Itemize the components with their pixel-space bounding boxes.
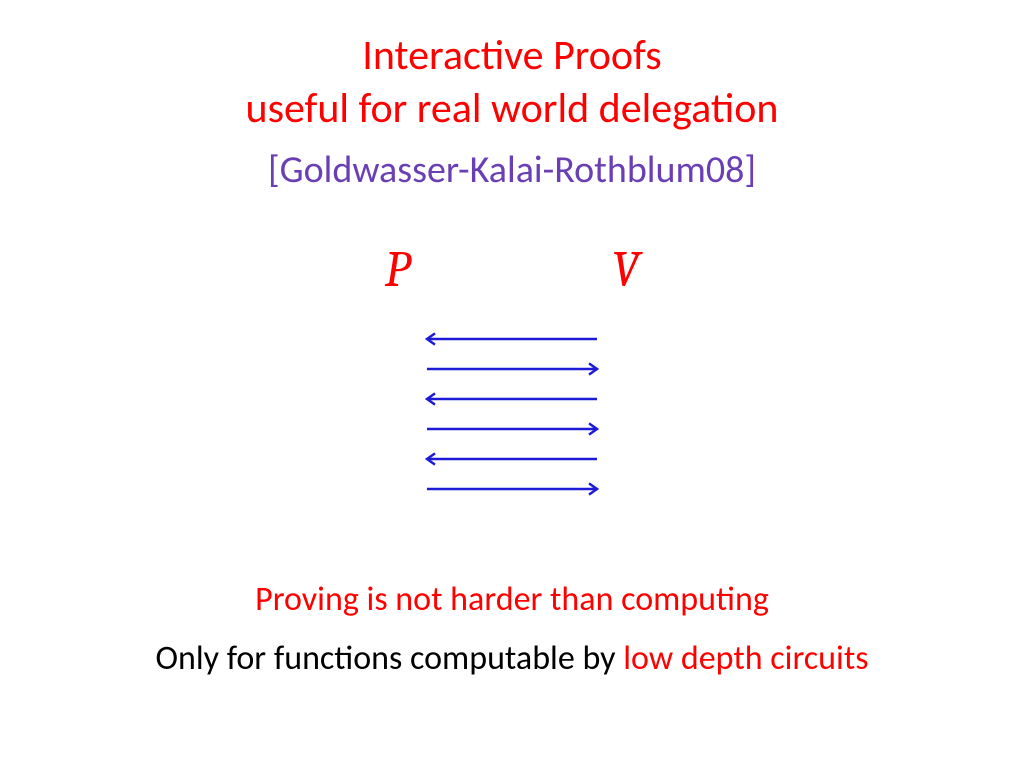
caveat-plain: Only for functions computable by [155,638,623,679]
caveat-emph: low depth circuits [623,638,868,679]
interaction-arrows [412,327,612,519]
title-line-1: Interactive Proofs [0,30,1024,83]
slide-title: Interactive Proofs useful for real world… [0,0,1024,135]
claim-text: Proving is not harder than computing [0,579,1024,620]
citation: [Goldwasser-Kalai-Rothblum08] [0,147,1024,193]
prover-label: P [385,241,410,299]
caveat-text: Only for functions computable by low dep… [0,638,1024,679]
bottom-text: Proving is not harder than computing Onl… [0,579,1024,679]
verifier-label: V [612,241,640,299]
parties-row: P V [0,241,1024,299]
title-line-2: useful for real world delegation [0,83,1024,136]
